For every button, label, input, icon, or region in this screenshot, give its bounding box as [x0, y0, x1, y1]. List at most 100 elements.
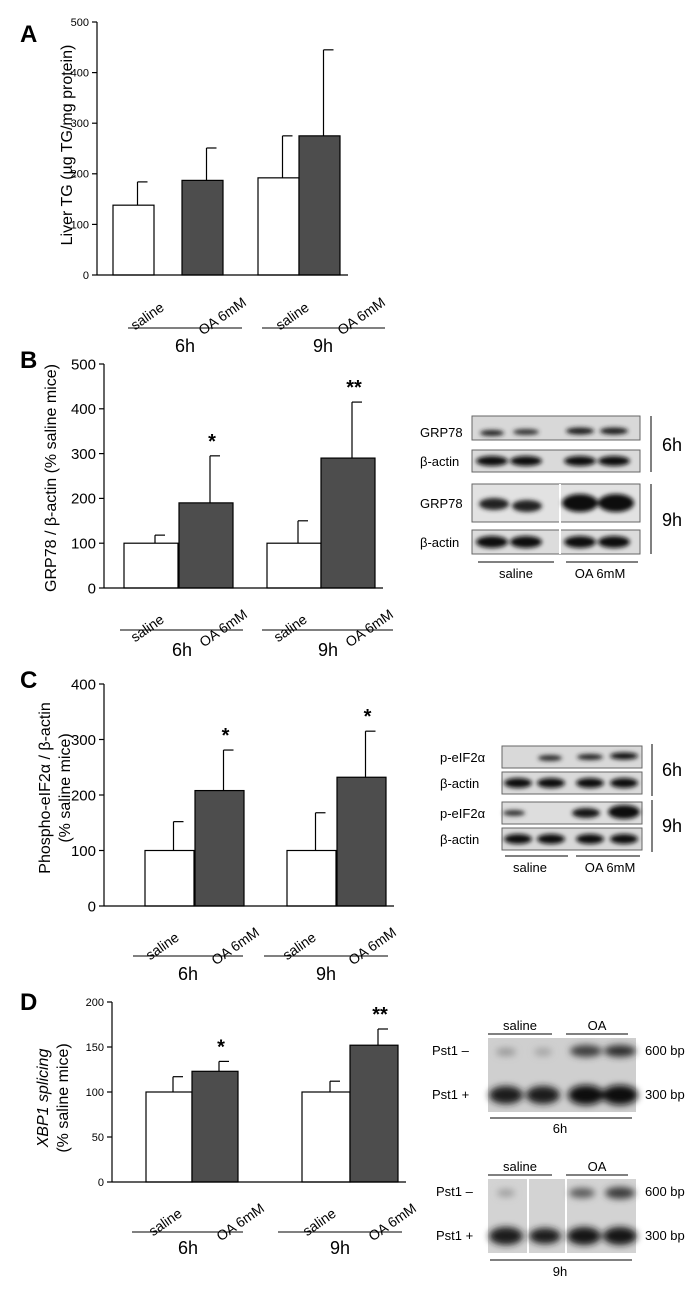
group-label: 6h — [178, 964, 198, 984]
group-label: 9h — [318, 640, 338, 660]
blot-c-row-1-label: p-eIF2α — [440, 750, 486, 765]
gel-d-9h-band-plus: Pst1 + — [436, 1228, 473, 1243]
y-tick-label: 150 — [86, 1042, 104, 1054]
blot-b-row-4-label: β-actin — [420, 535, 459, 550]
y-tick-label: 200 — [71, 169, 89, 181]
y-tick-label: 300 — [71, 732, 96, 749]
y-tick-label: 0 — [88, 580, 96, 597]
x-category-label: saline — [143, 929, 182, 963]
y-tick-label: 50 — [92, 1132, 104, 1144]
blot-c-group-oa: OA 6mM — [585, 860, 636, 875]
panel-b-ylabel: GRP78 / β-actin (% saline mice) — [43, 364, 60, 592]
x-category-label: saline — [128, 611, 167, 645]
bar — [145, 1091, 193, 1183]
significance-star: * — [208, 431, 216, 453]
blot-c-group-saline: saline — [513, 860, 547, 875]
gel-d-9h-band-minus: Pst1 – — [436, 1184, 474, 1199]
bar — [178, 502, 234, 589]
bar — [112, 204, 155, 276]
bar — [191, 1070, 239, 1183]
bar — [123, 542, 179, 589]
blot-c-row-4-label: β-actin — [440, 832, 479, 847]
x-category-label: saline — [146, 1205, 185, 1239]
y-tick-label: 300 — [71, 118, 89, 130]
panel-c-ylabel-line1: Phospho-eIF2α / β-actin — [37, 702, 54, 873]
blot-b-group-saline: saline — [499, 566, 533, 581]
y-tick-label: 0 — [98, 1177, 104, 1189]
y-tick-label: 400 — [71, 401, 96, 418]
significance-star: * — [364, 706, 372, 728]
y-tick-label: 400 — [71, 676, 96, 693]
blot-b-row-3-label: GRP78 — [420, 496, 463, 511]
y-tick-label: 0 — [83, 270, 89, 282]
gel-d-6h-header-saline: saline — [503, 1018, 537, 1033]
panel-c-label: C — [20, 667, 37, 694]
group-label: 9h — [330, 1238, 350, 1258]
bar — [336, 776, 387, 907]
bar — [349, 1044, 399, 1183]
gel-d-9h-size-600: 600 bp — [645, 1184, 685, 1199]
panel-a-ylabel: Liver TG (µg TG/mg protein) — [59, 45, 76, 246]
blot-c-row-3-label: p-eIF2α — [440, 806, 486, 821]
x-category-label: OA 6mM — [196, 606, 250, 650]
panel-d-label: D — [20, 989, 37, 1016]
y-tick-label: 500 — [71, 356, 96, 373]
y-tick-label: 400 — [71, 67, 89, 79]
group-label: 6h — [172, 640, 192, 660]
blot-c-time-9h: 9h — [662, 816, 682, 836]
x-category-label: saline — [280, 929, 319, 963]
x-category-label: saline — [271, 611, 310, 645]
panel-a-label: A — [20, 21, 37, 48]
x-category-label: OA 6mM — [195, 294, 249, 338]
y-tick-label: 200 — [86, 997, 104, 1009]
blot-b-time-9h: 9h — [662, 510, 682, 530]
gel-d-6h-time: 6h — [553, 1121, 567, 1136]
group-label: 6h — [178, 1238, 198, 1258]
x-category-label: OA 6mM — [342, 606, 396, 650]
significance-star: ** — [346, 377, 362, 399]
bar — [301, 1091, 351, 1183]
blot-b-time-6h: 6h — [662, 435, 682, 455]
bar — [286, 849, 337, 907]
panel-b-label: B — [20, 347, 37, 374]
y-tick-label: 200 — [71, 491, 96, 508]
significance-star: * — [222, 725, 230, 747]
x-category-label: saline — [300, 1205, 339, 1239]
y-tick-label: 100 — [71, 535, 96, 552]
x-category-label: OA 6mM — [213, 1200, 267, 1244]
panel-d-ylabel-line2: (% saline mice) — [55, 1043, 72, 1152]
y-tick-label: 300 — [71, 446, 96, 463]
panel-c-ylabel-line2: (% saline mice) — [57, 733, 74, 842]
bar — [266, 542, 322, 589]
gel-d-6h-band-minus: Pst1 – — [432, 1043, 470, 1058]
gel-d-9h-header-saline: saline — [503, 1159, 537, 1174]
x-category-label: OA 6mM — [345, 924, 399, 968]
panel-d-rt-pcr-gel: saline OA Pst1 – Pst1 + 600 bp 300 bp 6h… — [432, 1018, 685, 1279]
x-category-label: OA 6mM — [365, 1200, 419, 1244]
bar — [298, 135, 341, 276]
significance-star: ** — [372, 1004, 388, 1026]
bar — [320, 457, 376, 589]
blot-c-row-2-label: β-actin — [440, 776, 479, 791]
gel-d-6h-band-plus: Pst1 + — [432, 1087, 469, 1102]
y-tick-label: 0 — [88, 898, 96, 915]
y-tick-label: 100 — [86, 1087, 104, 1099]
blot-b-row-1-label: GRP78 — [420, 425, 463, 440]
panel-b-western-blot: GRP78 β-actin GRP78 β-actin 6h 9h saline… — [420, 415, 682, 581]
y-tick-label: 200 — [71, 787, 96, 804]
panel-c-western-blot: p-eIF2α β-actin p-eIF2α β-actin 6h 9h sa… — [440, 744, 682, 875]
gel-d-6h-size-600: 600 bp — [645, 1043, 685, 1058]
gel-d-6h-header-oa: OA — [588, 1018, 607, 1033]
x-category-label: OA 6mM — [334, 294, 388, 338]
group-label: 9h — [313, 336, 333, 356]
group-label: 6h — [175, 336, 195, 356]
bar — [194, 789, 245, 907]
gel-d-6h-size-300: 300 bp — [645, 1087, 685, 1102]
blot-b-row-2-label: β-actin — [420, 454, 459, 469]
blot-b-group-oa: OA 6mM — [575, 566, 626, 581]
bar — [257, 177, 300, 276]
y-tick-label: 100 — [71, 843, 96, 860]
